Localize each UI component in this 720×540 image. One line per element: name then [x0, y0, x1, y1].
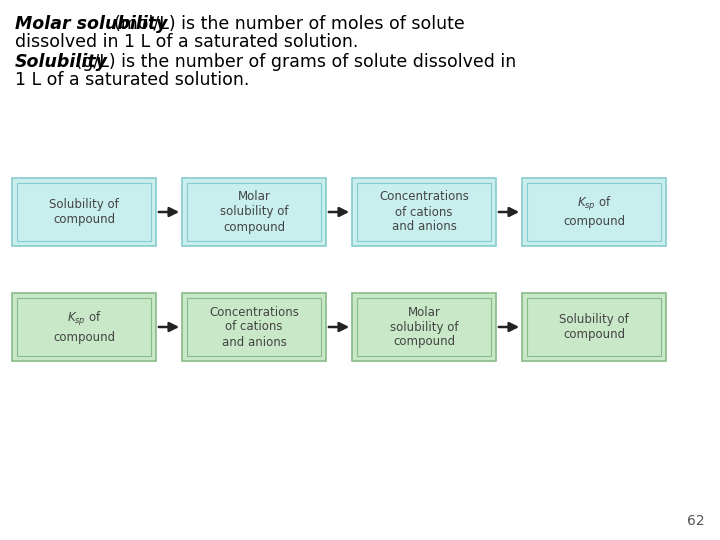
Bar: [182, 178, 326, 246]
Bar: [357, 183, 491, 241]
Bar: [12, 293, 156, 361]
Text: Concentrations
of cations
and anions: Concentrations of cations and anions: [209, 306, 299, 348]
Text: (mol/L) is the number of moles of solute: (mol/L) is the number of moles of solute: [15, 15, 464, 33]
Text: $K_{sp}$ of
compound: $K_{sp}$ of compound: [563, 195, 625, 228]
Bar: [352, 178, 496, 246]
Text: $K_{sp}$ of
compound: $K_{sp}$ of compound: [53, 310, 115, 343]
Text: Molar
solubility of
compound: Molar solubility of compound: [390, 306, 458, 348]
Bar: [527, 298, 661, 356]
Bar: [357, 298, 491, 356]
Bar: [352, 293, 496, 361]
Text: Molar
solubility of
compound: Molar solubility of compound: [220, 191, 288, 233]
Bar: [522, 293, 666, 361]
Text: 62: 62: [688, 514, 705, 528]
Text: dissolved in 1 L of a saturated solution.: dissolved in 1 L of a saturated solution…: [15, 33, 359, 51]
Text: Solubility of
compound: Solubility of compound: [49, 198, 119, 226]
Text: Solubility: Solubility: [15, 53, 108, 71]
Text: Concentrations
of cations
and anions: Concentrations of cations and anions: [379, 191, 469, 233]
Bar: [522, 178, 666, 246]
Text: 1 L of a saturated solution.: 1 L of a saturated solution.: [15, 71, 249, 89]
Text: Solubility of
compound: Solubility of compound: [559, 313, 629, 341]
Bar: [187, 298, 321, 356]
Bar: [182, 293, 326, 361]
Bar: [12, 178, 156, 246]
Text: Molar solubility: Molar solubility: [15, 15, 168, 33]
Text: (g/L) is the number of grams of solute dissolved in: (g/L) is the number of grams of solute d…: [15, 53, 516, 71]
Bar: [187, 183, 321, 241]
Bar: [17, 183, 151, 241]
Bar: [17, 298, 151, 356]
Bar: [527, 183, 661, 241]
